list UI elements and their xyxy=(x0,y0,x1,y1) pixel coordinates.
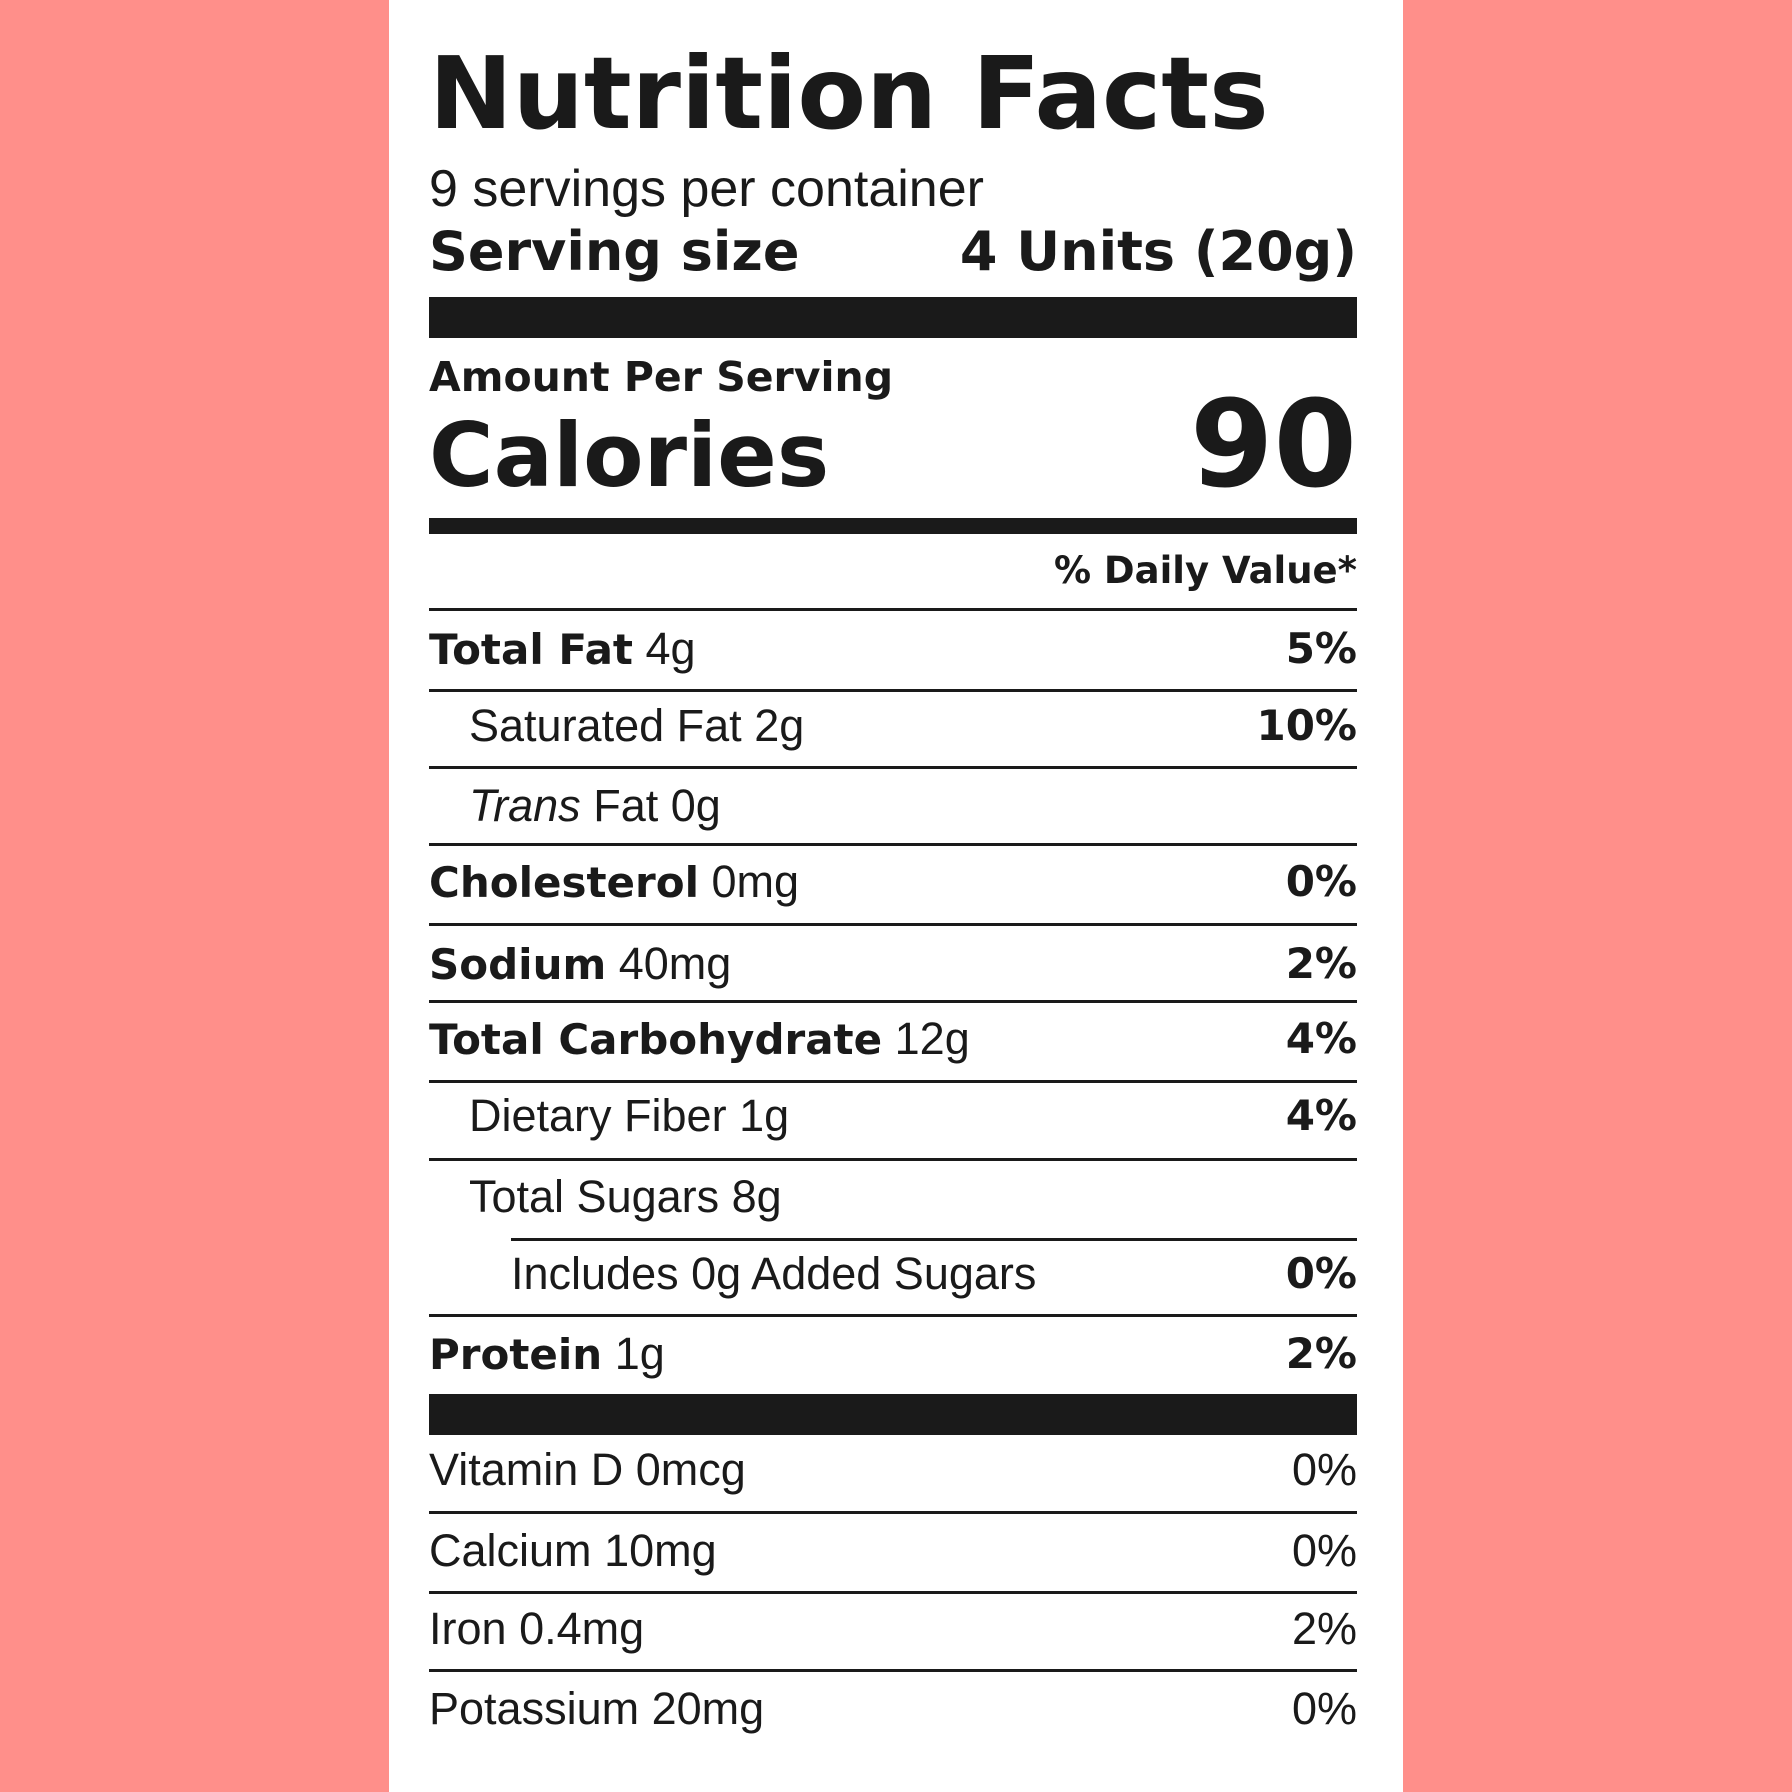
nutrient-amount: 8g xyxy=(731,1171,782,1222)
nutrient-name: Cholesterol xyxy=(429,858,699,907)
nutrient-row: Includes 0g Added Sugars 0% xyxy=(429,1251,1357,1301)
daily-value: 0% xyxy=(1291,1525,1357,1576)
nutrient-row: Trans Fat 0g xyxy=(429,783,1357,833)
rule xyxy=(429,1000,1357,1003)
rule xyxy=(429,1591,1357,1594)
rule xyxy=(429,1158,1357,1161)
calories-label: Calories xyxy=(429,404,830,507)
rule xyxy=(429,1511,1357,1514)
nutrient-row: Saturated Fat 2g 10% xyxy=(429,703,1357,753)
daily-value: 0% xyxy=(1285,857,1357,906)
nutrient-name: Protein xyxy=(429,1330,603,1379)
nutrient-name: Total Carbohydrate xyxy=(429,1015,883,1064)
serving-size-value: 4 Units (20g) xyxy=(959,220,1357,283)
daily-value-header: % Daily Value* xyxy=(1053,549,1357,592)
servings: 9 servings per container xyxy=(429,160,984,218)
rule xyxy=(511,1238,1357,1241)
nutrient-row: Calcium 10mg 0% xyxy=(429,1528,1357,1578)
nutrient-amount: 12g xyxy=(894,1013,970,1064)
nutrient-amount: 40mg xyxy=(618,938,732,989)
serving-size-label: Serving size xyxy=(429,220,800,283)
nutrient-row: Total Fat 4g 5% xyxy=(429,626,1357,676)
daily-value: 4% xyxy=(1285,1091,1357,1140)
nutrient-row: Protein 1g 2% xyxy=(429,1331,1357,1381)
nutrient-label: Calcium 10mg xyxy=(429,1528,717,1573)
rule xyxy=(429,608,1357,611)
nutrient-row: Vitamin D 0mcg 0% xyxy=(429,1447,1357,1497)
nutrient-amount: 10mg xyxy=(604,1525,717,1576)
nutrient-amount: 4g xyxy=(645,623,696,674)
nutrient-amount: 2g xyxy=(754,700,805,751)
title: Nutrition Facts xyxy=(429,35,1269,152)
rule xyxy=(429,689,1357,692)
nutrient-name: Vitamin D xyxy=(429,1444,624,1495)
daily-value: 0% xyxy=(1291,1444,1357,1495)
nutrient-amount: 20mg xyxy=(651,1683,765,1734)
calories-value: 90 xyxy=(1190,376,1357,515)
nutrient-amount: 0g xyxy=(670,780,721,831)
daily-value: 2% xyxy=(1285,1329,1357,1378)
nutrient-name: Total Sugars xyxy=(469,1171,720,1222)
nutrient-name: Fat xyxy=(593,780,659,831)
nutrient-label: Iron 0.4mg xyxy=(429,1606,644,1651)
nutrient-name: Dietary Fiber xyxy=(469,1090,727,1141)
nutrient-row: Dietary Fiber 1g 4% xyxy=(429,1093,1357,1143)
nutrient-name: Iron xyxy=(429,1603,507,1654)
daily-value: 5% xyxy=(1285,624,1357,673)
nutrient-amount: 0mg xyxy=(711,856,800,907)
nutrient-label: Trans Fat 0g xyxy=(469,783,721,828)
rule xyxy=(429,1669,1357,1672)
thick-rule xyxy=(429,297,1357,338)
daily-value: 0% xyxy=(1291,1683,1357,1734)
nutrient-name: Sodium xyxy=(429,940,607,989)
nutrient-amount: 0mcg xyxy=(635,1444,746,1495)
nutrient-label: Total Carbohydrate 12g xyxy=(429,1016,970,1061)
nutrient-label: Saturated Fat 2g xyxy=(469,703,804,748)
daily-value: 0% xyxy=(1285,1249,1357,1298)
nutrient-label: Potassium 20mg xyxy=(429,1686,764,1731)
medium-rule xyxy=(429,518,1357,534)
nutrient-row: Cholesterol 0mg 0% xyxy=(429,859,1357,909)
nutrient-label: Sodium 40mg xyxy=(429,941,731,986)
nutrient-prefix: Trans xyxy=(469,780,581,831)
nutrient-label: Total Sugars 8g xyxy=(469,1174,782,1219)
nutrient-amount: 1g xyxy=(614,1328,665,1379)
nutrient-name: Saturated Fat xyxy=(469,700,742,751)
daily-value: 10% xyxy=(1256,701,1357,750)
nutrient-name: Potassium xyxy=(429,1683,640,1734)
nutrient-row: Iron 0.4mg 2% xyxy=(429,1606,1357,1656)
nutrient-row: Total Carbohydrate 12g 4% xyxy=(429,1016,1357,1066)
rule xyxy=(429,1314,1357,1317)
rule xyxy=(429,923,1357,926)
nutrient-amount: 1g xyxy=(739,1090,790,1141)
daily-value: 2% xyxy=(1291,1603,1357,1654)
nutrient-row: Potassium 20mg 0% xyxy=(429,1686,1357,1736)
nutrient-label: Cholesterol 0mg xyxy=(429,859,799,904)
daily-value: 4% xyxy=(1285,1014,1357,1063)
nutrient-label: Dietary Fiber 1g xyxy=(469,1093,789,1138)
rule xyxy=(429,843,1357,846)
nutrient-name: Total Fat xyxy=(429,625,634,674)
rule xyxy=(429,1080,1357,1083)
nutrient-label: Includes 0g Added Sugars xyxy=(511,1251,1036,1296)
thick-rule xyxy=(429,1394,1357,1435)
rule xyxy=(429,766,1357,769)
daily-value: 2% xyxy=(1285,939,1357,988)
nutrient-name: Includes 0g Added Sugars xyxy=(511,1248,1037,1299)
amount-per-serving: Amount Per Serving xyxy=(429,353,894,401)
nutrient-label: Vitamin D 0mcg xyxy=(429,1447,746,1492)
nutrient-label: Total Fat 4g xyxy=(429,626,696,671)
nutrient-amount: 0.4mg xyxy=(519,1603,645,1654)
nutrient-row: Total Sugars 8g xyxy=(429,1174,1357,1224)
nutrient-row: Sodium 40mg 2% xyxy=(429,941,1357,991)
nutrient-name: Calcium xyxy=(429,1525,592,1576)
nutrient-label: Protein 1g xyxy=(429,1331,665,1376)
